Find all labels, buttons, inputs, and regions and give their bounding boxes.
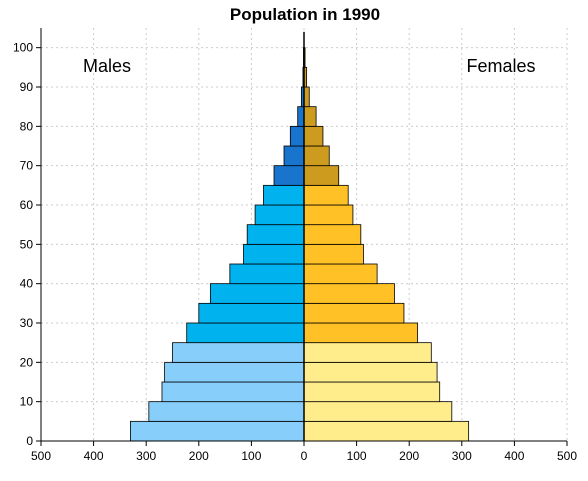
bar-male-80 [297, 106, 305, 127]
bar-male-35 [209, 283, 305, 304]
x-tick-label-4: 100 [241, 449, 261, 463]
bar-male-20 [172, 342, 305, 363]
females-label: Females [466, 56, 535, 76]
bar-female-85 [303, 86, 310, 108]
bar-female-60 [303, 184, 349, 206]
x-tick-label-2: 300 [136, 449, 156, 463]
bar-female-10 [303, 381, 441, 403]
y-tick-label-6: 60 [20, 198, 34, 212]
y-tick-label-8: 80 [20, 119, 34, 133]
bar-male-25 [186, 322, 305, 344]
x-tick-label-9: 400 [504, 449, 524, 463]
x-tick-label-7: 200 [399, 449, 419, 463]
bar-male-60 [263, 184, 305, 206]
x-tick-label-8: 300 [452, 449, 472, 463]
x-tick-label-5: 0 [301, 449, 308, 463]
y-tick-label-5: 50 [20, 237, 34, 251]
bar-male-70 [283, 145, 305, 167]
bar-female-70 [303, 145, 330, 167]
bar-female-55 [303, 204, 354, 226]
y-tick-label-0: 0 [26, 434, 33, 448]
y-tick-label-3: 30 [20, 316, 34, 330]
x-tick-label-3: 200 [189, 449, 209, 463]
bar-female-75 [303, 125, 324, 147]
males-label: Males [83, 56, 131, 76]
bar-female-50 [303, 224, 362, 245]
bar-male-15 [164, 361, 305, 383]
bar-female-45 [303, 243, 364, 265]
y-tick-label-9: 90 [20, 80, 34, 94]
bar-male-65 [273, 165, 305, 186]
bar-male-75 [289, 125, 305, 147]
bar-male-50 [246, 224, 305, 245]
bar-male-10 [161, 381, 305, 403]
x-tick-label-0: 500 [31, 449, 51, 463]
y-tick-label-7: 70 [20, 159, 34, 173]
bar-female-25 [303, 322, 419, 344]
bar-female-15 [303, 361, 438, 383]
bar-female-5 [303, 401, 453, 422]
bar-female-80 [303, 106, 317, 127]
y-tick-label-1: 10 [20, 395, 34, 409]
bar-male-55 [254, 204, 305, 226]
x-tick-label-1: 400 [84, 449, 104, 463]
x-tick-label-10: 500 [557, 449, 577, 463]
chart-title: Population in 1990 [230, 5, 380, 24]
bar-female-40 [303, 263, 378, 285]
bar-male-30 [198, 302, 305, 324]
y-tick-label-2: 20 [20, 355, 34, 369]
axes-group: 0 10 20 30 40 50 60 70 80 90 100 500 400 300 200 100 0 10… [13, 28, 577, 463]
bar-female-20 [303, 342, 432, 363]
bar-male-5 [148, 401, 305, 422]
bar-male-40 [229, 263, 305, 285]
y-tick-label-4: 40 [20, 277, 34, 291]
bars-group [130, 47, 470, 442]
bar-female-65 [303, 165, 340, 186]
x-tick-label-6: 100 [347, 449, 367, 463]
bar-male-45 [243, 243, 305, 265]
bar-male-0 [130, 420, 305, 442]
bar-female-35 [303, 283, 395, 304]
y-tick-label-10: 100 [13, 41, 33, 55]
bar-female-0 [303, 420, 470, 442]
bar-female-30 [303, 302, 405, 324]
